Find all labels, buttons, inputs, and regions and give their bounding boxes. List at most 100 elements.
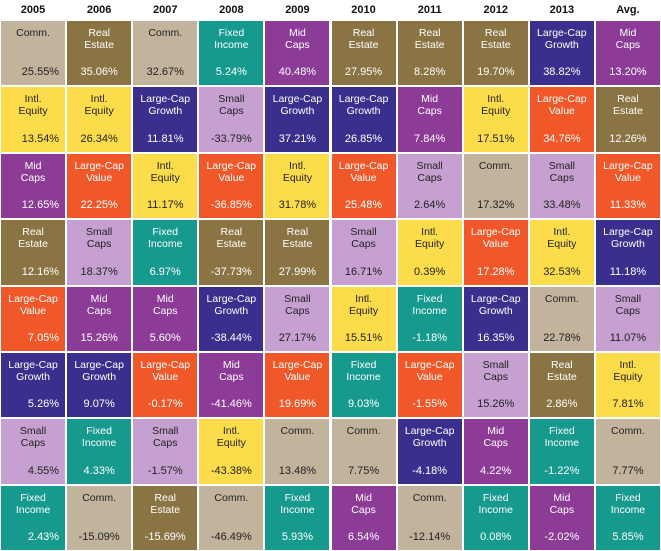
cell-fixed-income: Fixed Income 4.33%	[67, 419, 132, 484]
cell-label: Mid Caps	[351, 491, 376, 516]
cell-label: Comm.	[280, 425, 315, 438]
cell-value: 5.60%	[149, 331, 181, 344]
cell-label: Real Estate	[613, 93, 643, 118]
cell-value: -1.18%	[412, 331, 448, 344]
cell-label: Mid Caps	[549, 491, 575, 516]
cell-value: 5.85%	[612, 531, 644, 543]
cell-intl-equity: Intl. Equity 7.81%	[595, 352, 660, 418]
cell-label: Intl. Equity	[415, 226, 445, 251]
cell-large-cap-growth: Large-Cap Growth 11.81%	[133, 87, 198, 152]
cell-value: 40.48%	[278, 66, 317, 79]
cell-label: Intl. Equity	[18, 93, 48, 118]
cell-label: Fixed Income	[610, 491, 646, 516]
cell-value: 4.33%	[83, 464, 115, 477]
cell-label: Mid Caps	[483, 425, 508, 450]
cell-value: 15.51%	[344, 331, 383, 344]
cell-label: Mid Caps	[285, 27, 310, 51]
cell-label: Comm.	[346, 425, 381, 438]
cell-label: Fixed Income	[148, 226, 183, 251]
cell-large-cap-growth: Large-Cap Growth 16.35%	[463, 286, 528, 351]
cell-comm-: Comm. 13.48%	[265, 419, 330, 484]
cell-label: Large-Cap Growth	[404, 425, 455, 450]
cell-label: Comm.	[214, 491, 249, 504]
cell-label: Large-Cap Value	[206, 159, 257, 184]
cell-comm-: Comm. 17.32%	[463, 153, 528, 219]
cell-real-estate: Real Estate -15.69%	[133, 485, 198, 550]
cell-value: 6.97%	[149, 265, 181, 278]
cell-large-cap-value: Large-Cap Value 11.33%	[595, 153, 660, 219]
cell-fixed-income: Fixed Income 6.97%	[133, 220, 198, 285]
cell-value: 33.48%	[543, 199, 581, 212]
cell-intl-equity: Intl. Equity 15.51%	[331, 286, 396, 351]
cell-value: 0.39%	[414, 265, 446, 278]
cell-fixed-income: Fixed Income -1.22%	[529, 419, 594, 484]
cell-label: Large-Cap Value	[272, 358, 323, 383]
cell-label: Fixed Income	[15, 491, 51, 516]
cell-real-estate: Real Estate 27.99%	[265, 220, 330, 285]
cell-value: -43.38%	[210, 464, 252, 477]
cell-value: -38.44%	[210, 331, 252, 344]
column-header-2010: 2010	[351, 4, 376, 16]
cell-label: Large-Cap Growth	[74, 358, 124, 383]
cell-small-caps: Small Caps 2.64%	[397, 153, 462, 219]
cell-label: Fixed Income	[214, 27, 249, 51]
cell-label: Large-Cap Value	[74, 159, 124, 184]
cell-value: 7.75%	[347, 464, 380, 477]
cell-large-cap-growth: Large-Cap Growth -4.18%	[397, 419, 462, 484]
cell-small-caps: Small Caps 15.26%	[463, 352, 528, 418]
cell-large-cap-value: Large-Cap Value -0.17%	[133, 352, 198, 418]
cell-value: -1.22%	[544, 464, 580, 477]
cell-value: 11.33%	[609, 199, 647, 212]
cell-value: 38.82%	[543, 66, 581, 79]
cell-mid-caps: Mid Caps 6.54%	[331, 485, 396, 550]
cell-comm-: Comm. -15.09%	[67, 485, 132, 550]
cell-large-cap-growth: Large-Cap Growth 37.21%	[265, 87, 330, 152]
cell-real-estate: Real Estate 8.28%	[397, 21, 462, 86]
cell-label: Real Estate	[480, 27, 511, 51]
cell-label: Fixed Income	[81, 425, 117, 450]
column-header-2013: 2013	[549, 4, 575, 16]
cell-value: -41.46%	[210, 398, 252, 411]
cell-label: Large-Cap Growth	[140, 93, 191, 118]
column-header-2007: 2007	[152, 4, 178, 16]
cell-label: Small Caps	[614, 292, 642, 317]
cell-large-cap-growth: Large-Cap Growth 5.26%	[1, 352, 66, 418]
cell-value: 2.43%	[27, 531, 60, 543]
cell-value: 11.18%	[609, 265, 647, 278]
cell-label: Intl. Equity	[348, 292, 379, 317]
cell-label: Fixed Income	[346, 358, 381, 383]
cell-label: Small Caps	[19, 425, 47, 450]
cell-value: 4.55%	[27, 464, 60, 477]
cell-intl-equity: Intl. Equity 11.17%	[133, 153, 198, 219]
cell-value: 12.26%	[609, 132, 647, 145]
cell-large-cap-growth: Large-Cap Growth 11.18%	[595, 220, 660, 285]
cell-value: 25.48%	[344, 199, 383, 212]
cell-value: 26.34%	[80, 132, 118, 145]
cell-label: Mid Caps	[615, 27, 641, 51]
cell-mid-caps: Mid Caps 4.22%	[463, 419, 528, 484]
cell-label: Mid Caps	[219, 358, 244, 383]
cell-value: 32.53%	[543, 265, 581, 278]
cell-label: Large-Cap Growth	[603, 226, 653, 251]
cell-fixed-income: Fixed Income 5.85%	[595, 485, 660, 550]
cell-value: 27.99%	[278, 265, 317, 278]
cell-value: -15.09%	[78, 531, 120, 543]
cell-label: Real Estate	[546, 358, 577, 383]
cell-label: Small Caps	[86, 226, 113, 251]
cell-label: Comm.	[82, 491, 117, 504]
cell-label: Mid Caps	[417, 93, 442, 118]
cell-fixed-income: Fixed Income 5.24%	[199, 21, 264, 86]
cell-real-estate: Real Estate 27.95%	[331, 21, 396, 86]
cell-label: Large-Cap Value	[8, 292, 58, 317]
cell-value: 16.35%	[477, 331, 515, 344]
cell-large-cap-value: Large-Cap Value 25.48%	[331, 153, 396, 219]
cell-label: Comm.	[544, 292, 579, 305]
cell-label: Small Caps	[350, 226, 377, 251]
cell-intl-equity: Intl. Equity 26.34%	[67, 87, 132, 152]
column-header-2005: 2005	[20, 4, 46, 16]
cell-large-cap-value: Large-Cap Value 17.28%	[463, 220, 528, 285]
cell-large-cap-growth: Large-Cap Growth 9.07%	[67, 352, 132, 418]
cell-value: 19.70%	[477, 66, 515, 79]
cell-small-caps: Small Caps -33.79%	[199, 87, 264, 152]
